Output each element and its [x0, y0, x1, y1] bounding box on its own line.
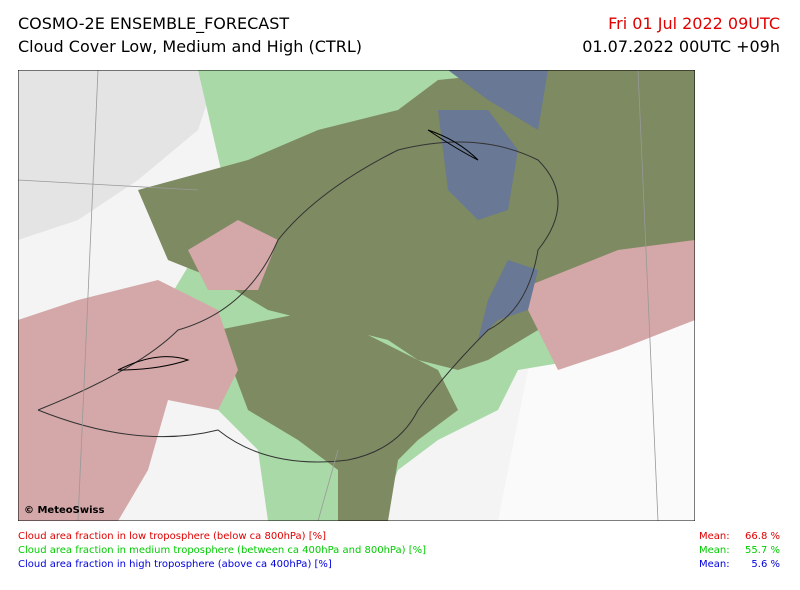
legend-text: Cloud area fraction in low troposphere (…	[18, 531, 327, 542]
subtitle: Cloud Cover Low, Medium and High (CTRL)	[18, 37, 362, 56]
legend-mean-label: Mean:	[699, 545, 730, 556]
low-cloud	[18, 280, 238, 521]
legend-mean-label: Mean:	[699, 559, 730, 570]
low-medium-cloud	[218, 310, 458, 521]
title: COSMO-2E ENSEMBLE_FORECAST	[18, 14, 290, 33]
high-cloud	[478, 260, 538, 340]
legend-mean: 55.7 %	[745, 545, 780, 556]
low-cloud	[188, 220, 278, 290]
high-cloud	[448, 70, 548, 130]
low-cloud	[518, 240, 695, 370]
region-border	[18, 70, 659, 521]
legend-text: Cloud area fraction in high troposphere …	[18, 559, 332, 570]
legend-text: Cloud area fraction in medium tropospher…	[18, 545, 427, 556]
legend-mean: 5.6 %	[751, 559, 780, 570]
lake	[117, 129, 479, 371]
map: © MeteoSwiss	[18, 70, 695, 521]
high-cloud	[438, 110, 518, 220]
run-time: 01.07.2022 00UTC +09h	[582, 37, 780, 56]
legend-mean: 66.8 %	[745, 531, 780, 542]
copyright: © MeteoSwiss	[24, 505, 104, 516]
country-border	[37, 141, 559, 463]
light-cloud	[18, 70, 218, 240]
valid-time: Fri 01 Jul 2022 09UTC	[608, 14, 780, 33]
legend-mean-label: Mean:	[699, 531, 730, 542]
